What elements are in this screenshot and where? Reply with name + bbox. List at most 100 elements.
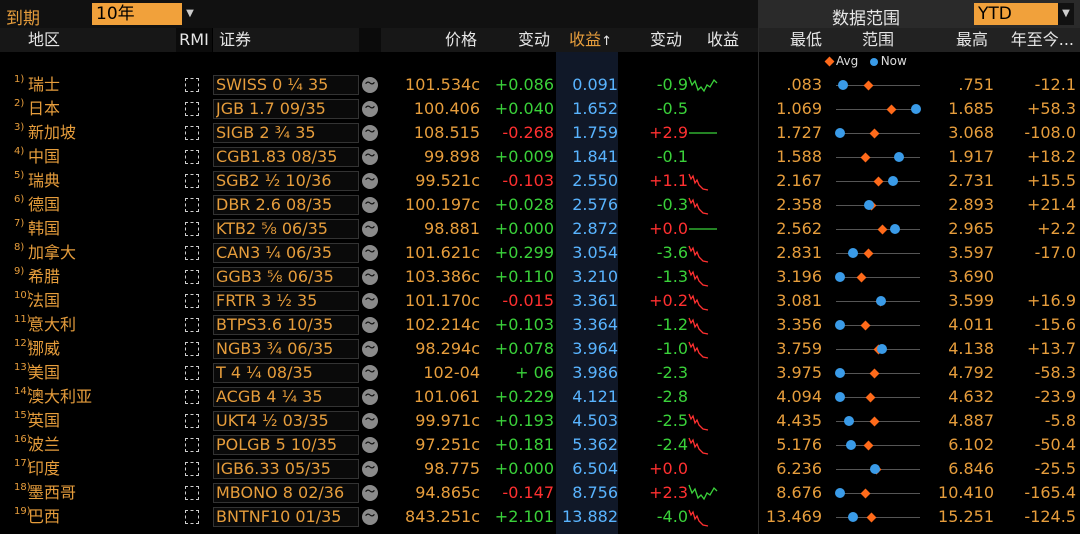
header-region[interactable]: 地区 [0, 28, 180, 52]
data-range-select[interactable]: YTD ▼ [974, 3, 1074, 25]
chart-go-icon[interactable]: 〜 [362, 221, 378, 237]
rmi-checkbox[interactable] [185, 294, 199, 308]
chart-go-icon[interactable]: 〜 [362, 365, 378, 381]
table-row[interactable]: 3) 新加坡 SIGB 2 ¾ 35 〜 108.515 -0.268 1.759 +2.9 1… [0, 121, 1080, 145]
security-name[interactable]: IGB6.33 05/35 [216, 459, 331, 478]
rmi-checkbox[interactable] [185, 78, 199, 92]
table-row[interactable]: 17) 印度 IGB6.33 05/35 〜 98.775 +0.000 6.504 +0.0… [0, 457, 1080, 481]
table-row[interactable]: 15) 英国 UKT4 ½ 03/35 〜 99.971c +0.193 4.503 -2.5… [0, 409, 1080, 433]
security-field[interactable] [213, 147, 359, 167]
chart-go-icon[interactable]: 〜 [362, 485, 378, 501]
security-field[interactable] [213, 363, 359, 383]
security-field[interactable] [213, 459, 359, 479]
rmi-checkbox[interactable] [185, 390, 199, 404]
expiry-select[interactable]: 10年 ▼ [92, 3, 198, 25]
rmi-checkbox[interactable] [185, 510, 199, 524]
chart-go-icon[interactable]: 〜 [362, 269, 378, 285]
security-field[interactable] [213, 315, 359, 335]
security-name[interactable]: SIGB 2 ¾ 35 [216, 123, 316, 142]
table-row[interactable]: 16) 波兰 POLGB 5 10/35 〜 97.251c +0.181 5.362 -2.… [0, 433, 1080, 457]
security-field[interactable] [213, 435, 359, 455]
security-name[interactable]: DBR 2.6 08/35 [216, 195, 333, 214]
header-range[interactable]: 范围 [828, 28, 928, 52]
security-field[interactable] [213, 219, 359, 239]
chart-go-icon[interactable]: 〜 [362, 413, 378, 429]
rmi-checkbox[interactable] [185, 102, 199, 116]
chart-go-icon[interactable]: 〜 [362, 245, 378, 261]
table-row[interactable]: 19) 巴西 BNTNF10 01/35 〜 843.251c +2.101 13.882 -… [0, 505, 1080, 529]
rmi-checkbox[interactable] [185, 318, 199, 332]
header-yield-change[interactable]: 变动 [618, 28, 688, 52]
chart-go-icon[interactable]: 〜 [362, 389, 378, 405]
header-ytd[interactable]: 年至今... [994, 28, 1080, 52]
security-name[interactable]: BNTNF10 01/35 [216, 507, 342, 526]
rmi-checkbox[interactable] [185, 150, 199, 164]
header-change[interactable]: 变动 [483, 28, 556, 52]
rmi-checkbox[interactable] [185, 246, 199, 260]
chart-go-icon[interactable]: 〜 [362, 461, 378, 477]
rmi-checkbox[interactable] [185, 126, 199, 140]
security-name[interactable]: SGB2 ½ 10/36 [216, 171, 332, 190]
table-row[interactable]: 1) 瑞士 SWISS 0 ¼ 35 〜 101.534c +0.086 0.091 -0.9… [0, 73, 1080, 97]
header-low[interactable]: 最低 [758, 28, 828, 52]
table-row[interactable]: 18) 墨西哥 MBONO 8 02/36 〜 94.865c -0.147 8.756 +2… [0, 481, 1080, 505]
header-price[interactable]: 价格 [381, 28, 483, 52]
security-name[interactable]: POLGB 5 10/35 [216, 435, 337, 454]
rmi-checkbox[interactable] [185, 222, 199, 236]
security-field[interactable] [213, 195, 359, 215]
security-name[interactable]: GGB3 ⅝ 06/35 [216, 267, 334, 286]
security-field[interactable] [213, 507, 359, 527]
table-row[interactable]: 8) 加拿大 CAN3 ¼ 06/35 〜 101.621c +0.299 3.054 -3.… [0, 241, 1080, 265]
rmi-checkbox[interactable] [185, 462, 199, 476]
rmi-checkbox[interactable] [185, 174, 199, 188]
security-name[interactable]: CGB1.83 08/35 [216, 147, 338, 166]
table-row[interactable]: 5) 瑞典 SGB2 ½ 10/36 〜 99.521c -0.103 2.550 +1.1 2… [0, 169, 1080, 193]
chart-go-icon[interactable]: 〜 [362, 77, 378, 93]
security-name[interactable]: NGB3 ¾ 06/35 [216, 339, 334, 358]
security-field[interactable] [213, 99, 359, 119]
security-name[interactable]: SWISS 0 ¼ 35 [216, 75, 329, 94]
rmi-checkbox[interactable] [185, 438, 199, 452]
header-rmi[interactable]: RMI [176, 28, 212, 52]
security-field[interactable] [213, 267, 359, 287]
table-row[interactable]: 12) 挪威 NGB3 ¾ 06/35 〜 98.294c +0.078 3.964 -1.0… [0, 337, 1080, 361]
security-name[interactable]: UKT4 ½ 03/35 [216, 411, 329, 430]
header-yield-chart[interactable]: 收益 [688, 28, 758, 52]
security-field[interactable] [213, 291, 359, 311]
header-yield[interactable]: 收益↑ [556, 28, 618, 52]
security-field[interactable] [213, 123, 359, 143]
security-field[interactable] [213, 75, 359, 95]
chart-go-icon[interactable]: 〜 [362, 149, 378, 165]
rmi-checkbox[interactable] [185, 270, 199, 284]
security-field[interactable] [213, 387, 359, 407]
chart-go-icon[interactable]: 〜 [362, 341, 378, 357]
table-row[interactable]: 10) 法国 FRTR 3 ½ 35 〜 101.170c -0.015 3.361 +0.2… [0, 289, 1080, 313]
security-field[interactable] [213, 171, 359, 191]
chart-go-icon[interactable]: 〜 [362, 293, 378, 309]
security-field[interactable] [213, 243, 359, 263]
rmi-checkbox[interactable] [185, 414, 199, 428]
table-row[interactable]: 4) 中国 CGB1.83 08/35 〜 99.898 +0.009 1.841 -0.1 1… [0, 145, 1080, 169]
table-row[interactable]: 14) 澳大利亚 ACGB 4 ¼ 35 〜 101.061 +0.229 4.121 -2.… [0, 385, 1080, 409]
security-name[interactable]: KTB2 ⅝ 06/35 [216, 219, 328, 238]
header-security[interactable]: 证券 [213, 28, 359, 52]
chevron-down-icon[interactable]: ▼ [1058, 3, 1074, 25]
rmi-checkbox[interactable] [185, 486, 199, 500]
chart-go-icon[interactable]: 〜 [362, 101, 378, 117]
security-name[interactable]: MBONO 8 02/36 [216, 483, 345, 502]
chart-go-icon[interactable]: 〜 [362, 197, 378, 213]
security-name[interactable]: BTPS3.6 10/35 [216, 315, 334, 334]
security-name[interactable]: FRTR 3 ½ 35 [216, 291, 318, 310]
chart-go-icon[interactable]: 〜 [362, 317, 378, 333]
chevron-down-icon[interactable]: ▼ [182, 3, 198, 25]
security-field[interactable] [213, 411, 359, 431]
security-field[interactable] [213, 483, 359, 503]
security-name[interactable]: CAN3 ¼ 06/35 [216, 243, 333, 262]
rmi-checkbox[interactable] [185, 342, 199, 356]
security-name[interactable]: ACGB 4 ¼ 35 [216, 387, 323, 406]
security-name[interactable]: JGB 1.7 09/35 [216, 99, 326, 118]
table-row[interactable]: 2) 日本 JGB 1.7 09/35 〜 100.406 +0.040 1.652 -0.5… [0, 97, 1080, 121]
table-row[interactable]: 11) 意大利 BTPS3.6 10/35 〜 102.214c +0.103 3.364 -… [0, 313, 1080, 337]
table-row[interactable]: 6) 德国 DBR 2.6 08/35 〜 100.197c +0.028 2.576 -0.… [0, 193, 1080, 217]
rmi-checkbox[interactable] [185, 366, 199, 380]
